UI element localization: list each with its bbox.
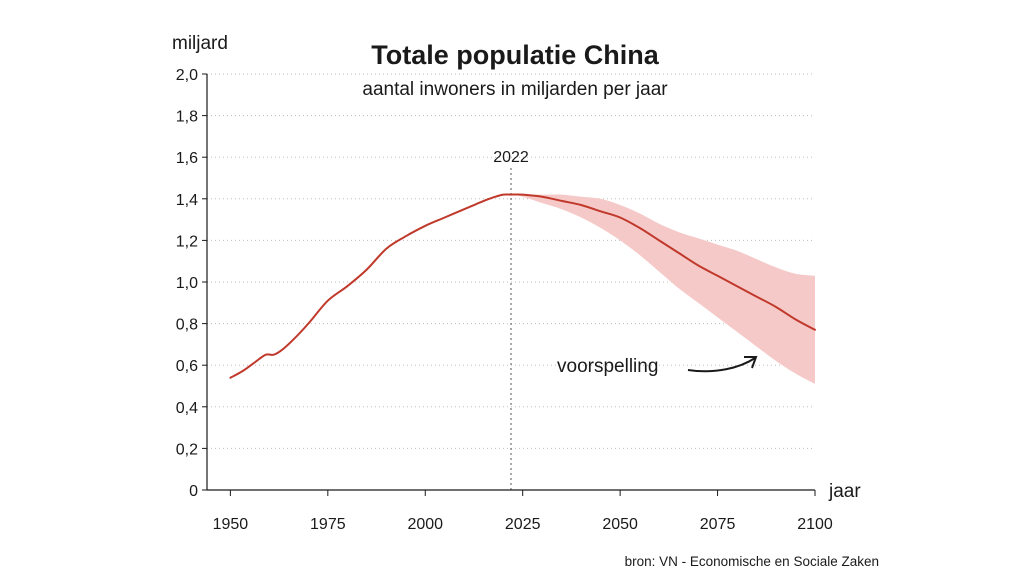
y-tick-label: 1,8 bbox=[176, 109, 198, 126]
y-tick-label: 0,6 bbox=[176, 358, 198, 375]
chart-subtitle: aantal inwoners in miljarden per jaar bbox=[362, 79, 668, 100]
marker-label-2022: 2022 bbox=[493, 149, 529, 166]
y-tick-label: 1,2 bbox=[176, 233, 198, 250]
forecast-arrow-icon bbox=[687, 356, 758, 373]
projection-band bbox=[511, 194, 815, 384]
x-tick-label: 2075 bbox=[700, 516, 736, 533]
chart-title: Totale populatie China bbox=[371, 40, 659, 70]
historical-line bbox=[229, 193, 512, 379]
x-tick-label: 1975 bbox=[310, 516, 346, 533]
x-tick-label: 1950 bbox=[213, 516, 249, 533]
forecast-annotation: voorspelling bbox=[557, 356, 658, 377]
x-axis-label: jaar bbox=[828, 481, 861, 502]
x-axis-ticks: 1950 1975 2000 2025 2050 2075 2100 bbox=[213, 490, 833, 533]
source-note: bron: VN - Economische en Sociale Zaken bbox=[625, 554, 879, 569]
y-axis-ticks: 0 0,2 0,4 0,6 0,8 1,0 1,2 1,4 1,6 1,8 2,0 bbox=[176, 67, 207, 500]
y-tick-label: 1,6 bbox=[176, 150, 198, 167]
y-tick-label: 1,0 bbox=[176, 275, 198, 292]
population-lines bbox=[229, 193, 816, 379]
y-axis-label: miljard bbox=[172, 33, 228, 54]
x-tick-label: 2050 bbox=[602, 516, 638, 533]
y-tick-label: 0,8 bbox=[176, 317, 198, 334]
y-tick-label: 1,4 bbox=[176, 192, 198, 209]
x-tick-label: 2025 bbox=[505, 516, 541, 533]
x-tick-label: 2000 bbox=[407, 516, 443, 533]
y-tick-label: 0,2 bbox=[176, 441, 198, 458]
x-tick-label: 2100 bbox=[797, 516, 833, 533]
y-tick-label: 0,4 bbox=[176, 400, 198, 417]
y-tick-label: 2,0 bbox=[176, 67, 198, 84]
y-tick-label: 0 bbox=[189, 483, 198, 500]
projection-line bbox=[510, 193, 816, 331]
